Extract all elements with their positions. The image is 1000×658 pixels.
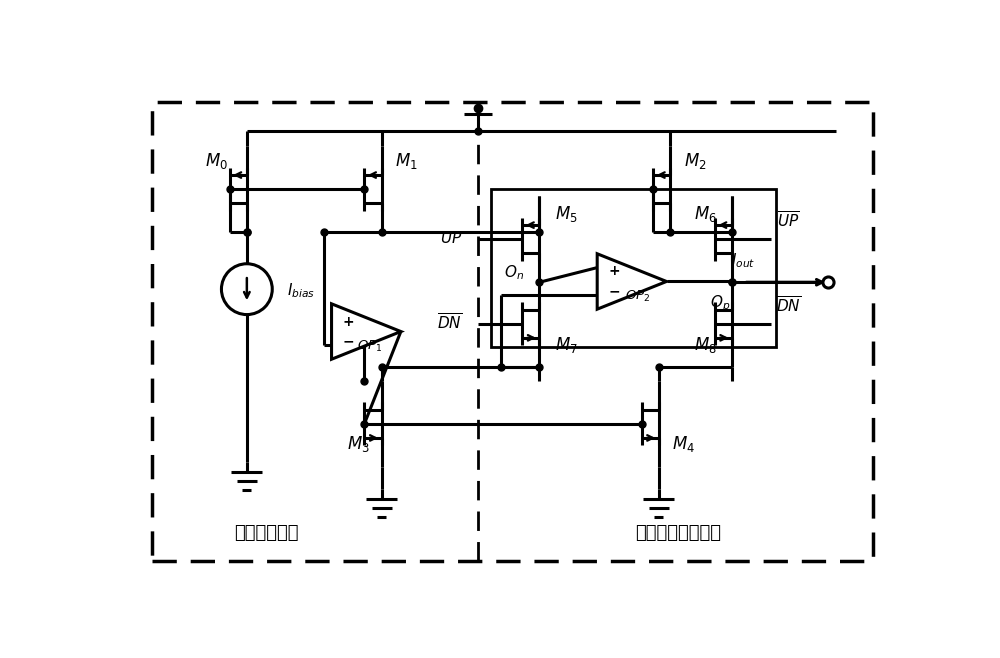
- Text: $OP_1$: $OP_1$: [357, 339, 383, 354]
- Text: $UP$: $UP$: [440, 230, 462, 245]
- Text: +: +: [343, 315, 354, 328]
- Text: $M_4$: $M_4$: [672, 434, 695, 454]
- Text: +: +: [608, 265, 620, 278]
- Text: $M_7$: $M_7$: [555, 336, 578, 355]
- Text: $I_{bias}$: $I_{bias}$: [287, 282, 315, 300]
- Text: 电荷泵电流源电路: 电荷泵电流源电路: [635, 524, 721, 542]
- Text: $M_5$: $M_5$: [555, 205, 578, 224]
- Text: −: −: [343, 334, 354, 349]
- Text: −: −: [608, 284, 620, 299]
- Text: $O_n$: $O_n$: [504, 263, 524, 282]
- Text: $\overline{DN}$: $\overline{DN}$: [437, 312, 462, 332]
- Text: $O_p$: $O_p$: [710, 293, 731, 314]
- Text: $OP_2$: $OP_2$: [625, 289, 651, 303]
- Text: $M_3$: $M_3$: [347, 434, 370, 454]
- Text: $M_2$: $M_2$: [684, 151, 707, 170]
- Polygon shape: [332, 304, 401, 359]
- Text: $\overline{DN}$: $\overline{DN}$: [776, 295, 801, 315]
- Text: $I_{out}$: $I_{out}$: [731, 251, 756, 270]
- Text: $M_8$: $M_8$: [694, 336, 716, 355]
- Bar: [491, 189, 776, 347]
- Text: $\overline{UP}$: $\overline{UP}$: [777, 211, 799, 231]
- Text: $M_1$: $M_1$: [395, 151, 418, 170]
- Text: $M_6$: $M_6$: [694, 205, 716, 224]
- Text: 电流偏置电路: 电流偏置电路: [234, 524, 298, 542]
- Polygon shape: [597, 254, 666, 309]
- Text: $M_0$: $M_0$: [205, 151, 228, 170]
